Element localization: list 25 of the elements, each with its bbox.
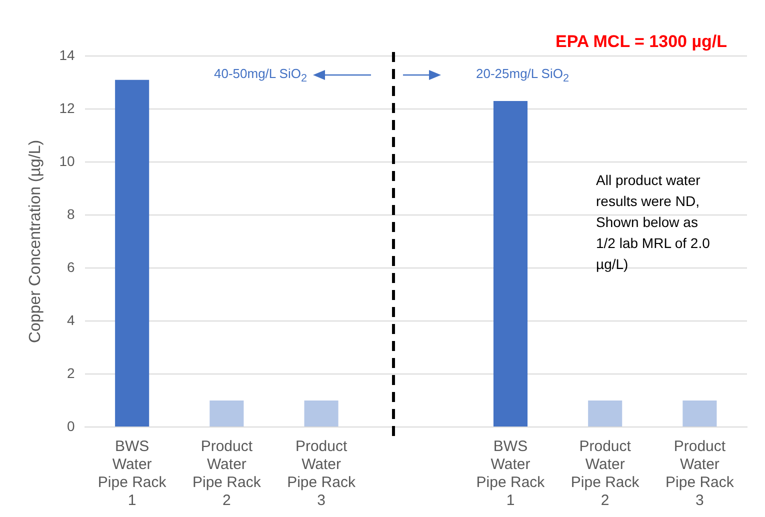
x-tick-label: Product Water Pipe Rack 3: [287, 438, 356, 510]
bar: [210, 400, 244, 426]
y-tick-label: 10: [59, 152, 75, 169]
bar: [682, 400, 717, 426]
x-tick-label: Product Water Pipe Rack 2: [570, 438, 640, 510]
x-tick-label: BWS Water Pipe Rack 1: [98, 438, 167, 510]
x-tick-label: Product Water Pipe Rack 2: [192, 438, 262, 510]
y-tick-label: 8: [66, 206, 75, 222]
annotation: All product water results were ND, Shown below as 1/2 lab MRL of 2.0 µg/L): [596, 171, 711, 274]
annotation: 20-25mg/L SiO$_{2}$: [476, 66, 569, 85]
bar: [588, 400, 622, 426]
y-tick-label: 6: [66, 258, 75, 275]
x-tick-label: BWS Water Pipe Rack 1: [476, 438, 546, 510]
bar: [304, 400, 338, 426]
text: EPA MCL = 1300 µg/L: [555, 32, 727, 52]
bar: [115, 80, 150, 426]
y-tick-label: 4: [66, 312, 75, 328]
y-tick-label: 0: [66, 418, 75, 434]
y-tick-label: 2: [66, 364, 75, 381]
x-tick-label: Product Water Pipe Rack 3: [666, 438, 734, 510]
y-tick-label: 14: [59, 46, 75, 63]
bar: [493, 101, 528, 426]
annotation: 40-50mg/L SiO$_{2}$: [214, 66, 307, 85]
y-axis-title: Copper Concentration (µg/L): [27, 140, 44, 344]
y-tick-label: 12: [59, 100, 75, 116]
